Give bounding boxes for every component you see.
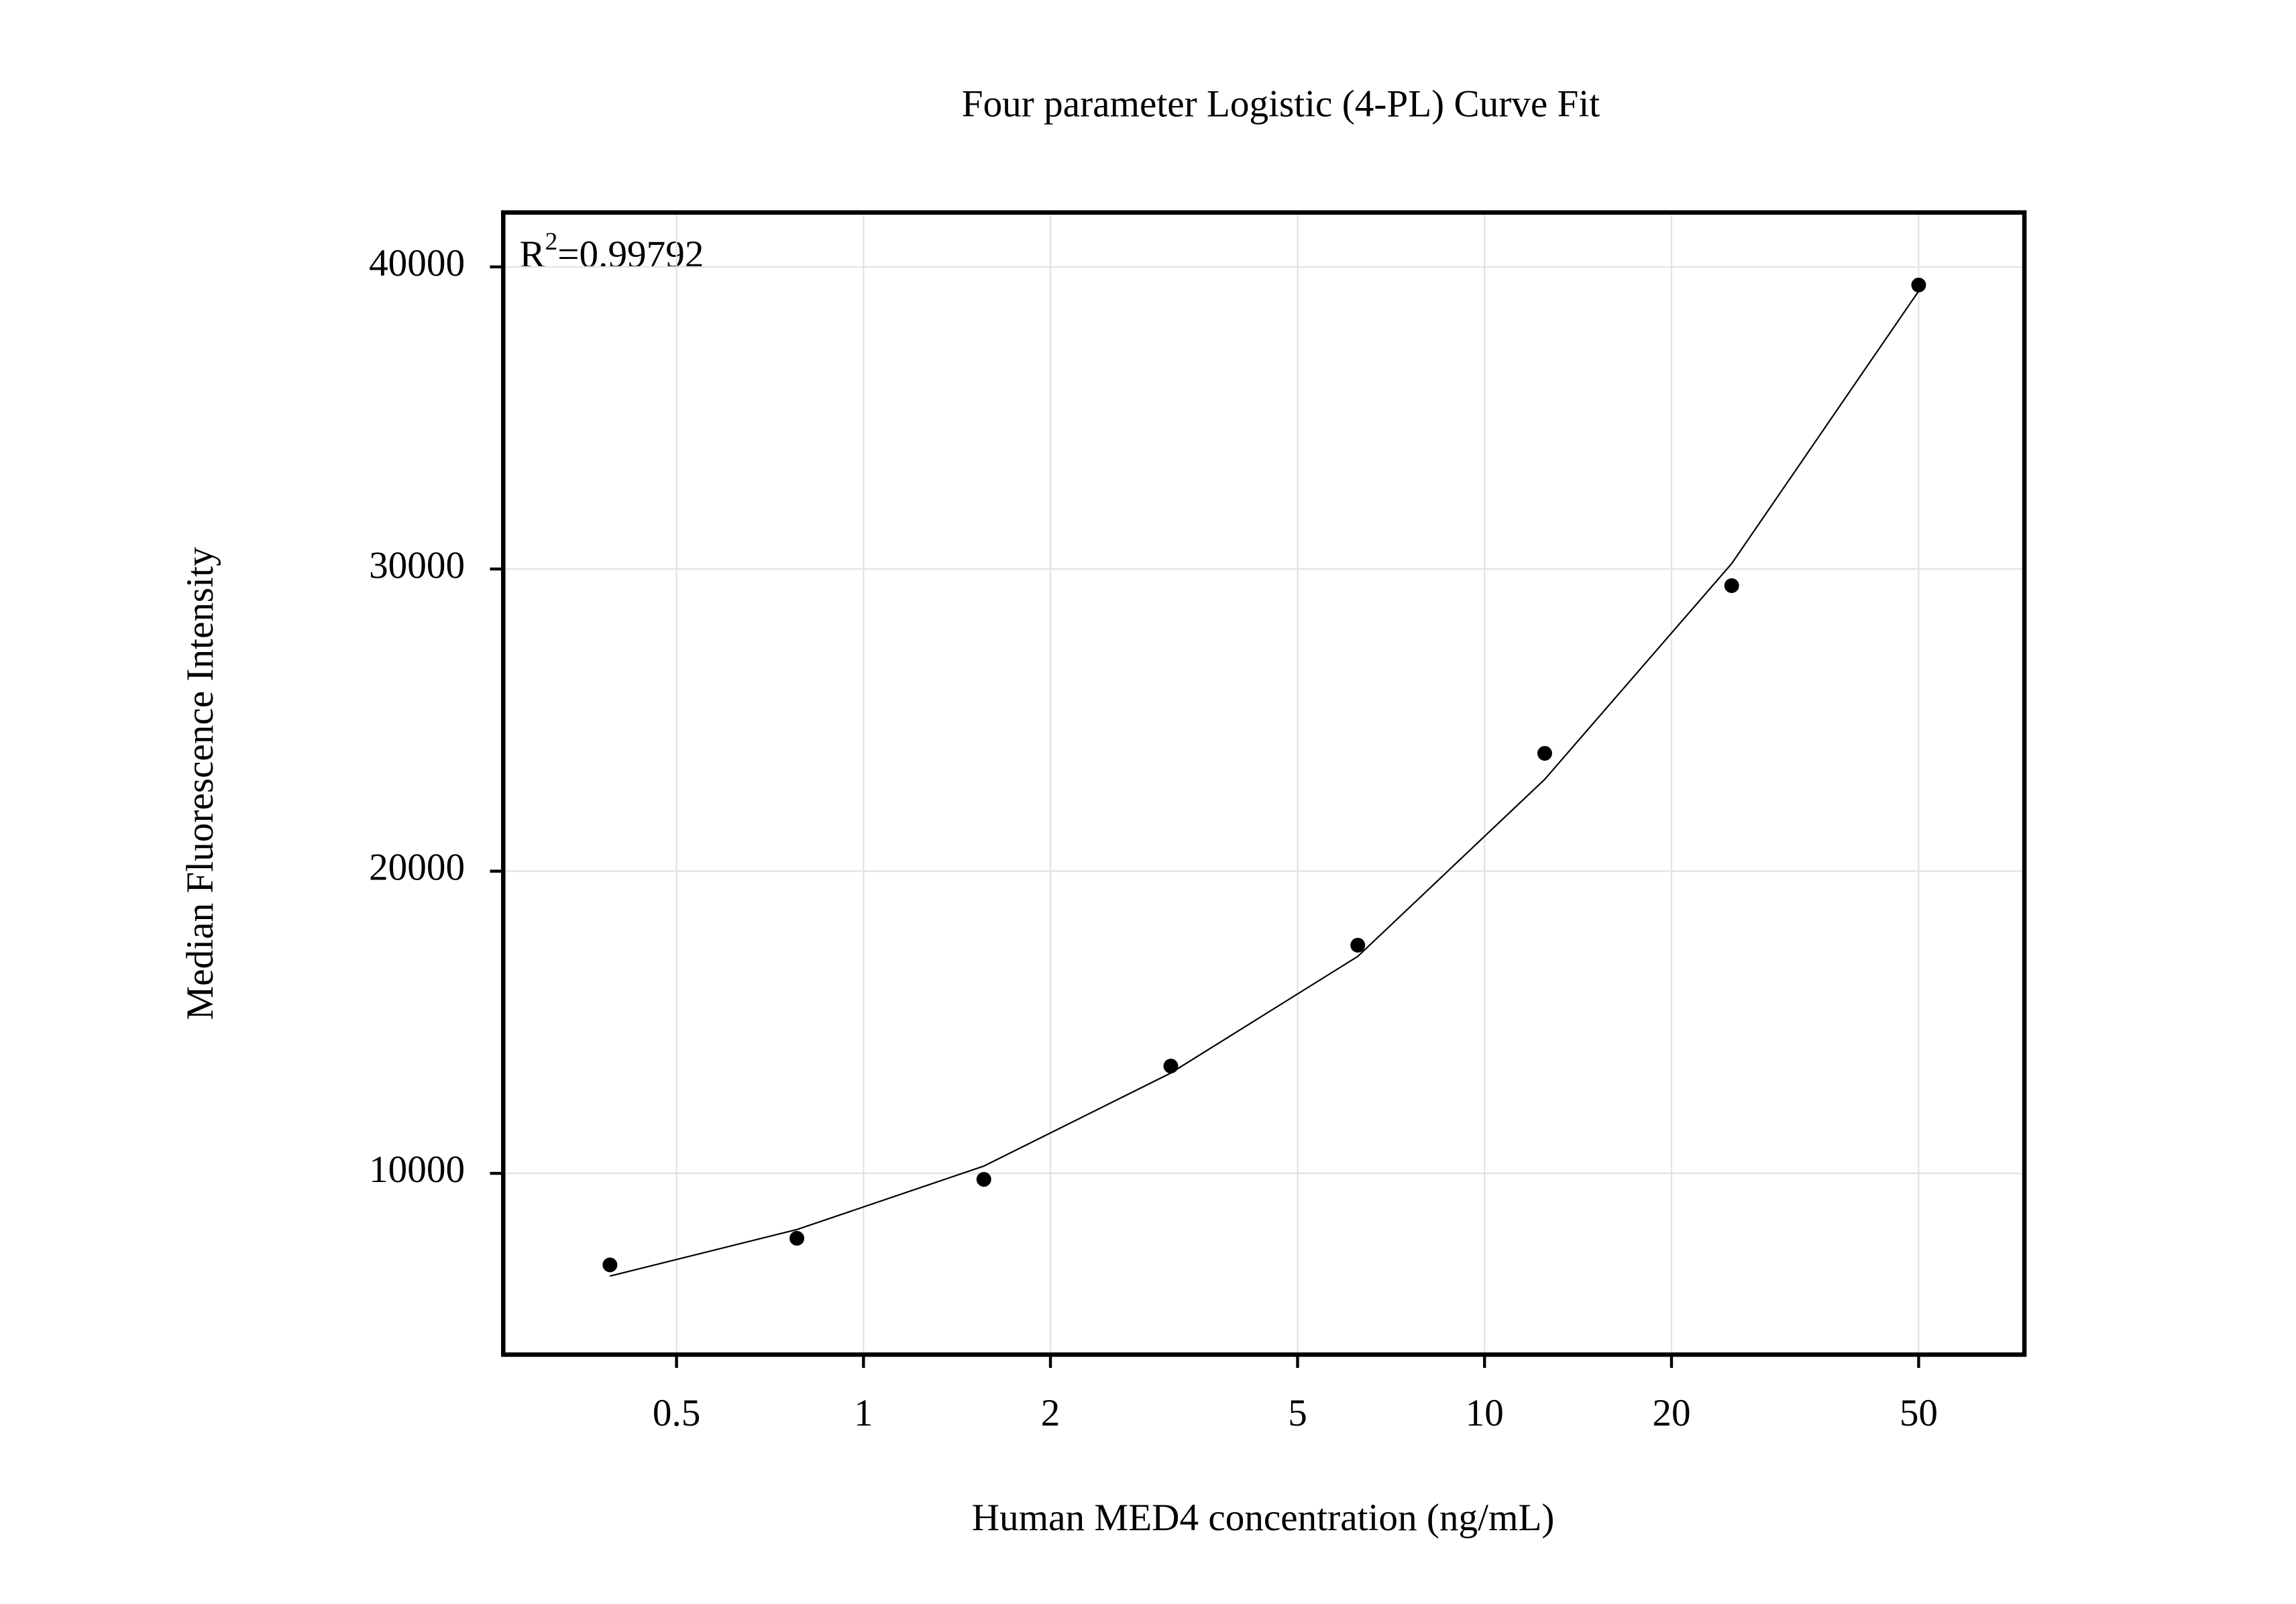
y-tick-label: 40000 [369, 242, 465, 284]
data-point [976, 1172, 991, 1187]
annotation-sup: 2 [545, 228, 558, 256]
y-tick-label: 10000 [369, 1148, 465, 1191]
plot-frame [500, 210, 2027, 1357]
x-tick-label: 20 [1652, 1392, 1690, 1434]
x-tick-label: 5 [1288, 1392, 1307, 1434]
data-point [1163, 1059, 1179, 1074]
data-point [602, 1257, 618, 1273]
data-point [789, 1230, 805, 1246]
data-point [1537, 745, 1552, 761]
annotation-text: =0.99792 [557, 233, 704, 276]
x-axis-label: Human MED4 concentration (ng/mL) [972, 1497, 1555, 1539]
y-tick-label: 20000 [369, 847, 465, 889]
x-tick-label: 1 [854, 1392, 873, 1434]
data-point [1911, 277, 1926, 292]
annotation: R2=0.99792 [519, 228, 704, 276]
y-axis-label: Median Fluorescence Intensity [179, 547, 221, 1020]
x-tick-label: 2 [1041, 1392, 1060, 1434]
x-tick-label: 0.5 [653, 1392, 700, 1434]
fit-curve [610, 290, 1920, 1277]
data-point [1350, 937, 1366, 953]
x-tick-label: 50 [1900, 1392, 1938, 1434]
data-point [1724, 578, 1739, 593]
annotation-base: R [519, 233, 545, 276]
y-tick-label: 30000 [369, 544, 465, 586]
chart-title: Four parameter Logistic (4-PL) Curve Fit [962, 83, 1600, 125]
x-tick-label: 10 [1466, 1392, 1504, 1434]
